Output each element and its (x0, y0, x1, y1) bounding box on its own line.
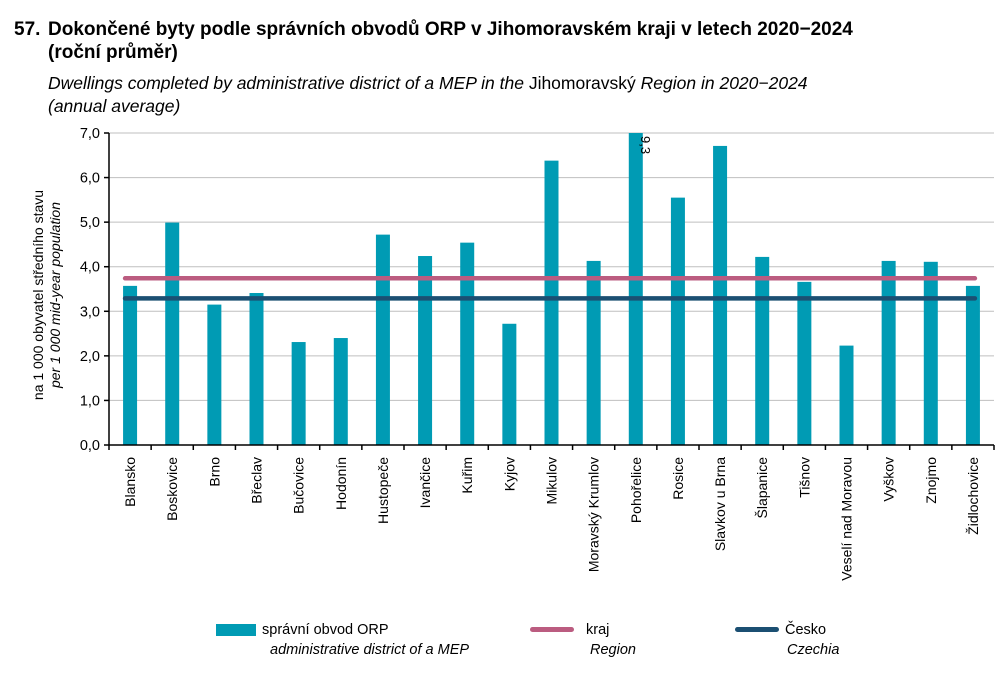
y-tick-label: 2,0 (80, 349, 100, 365)
legend-item-region: kraj Region (530, 620, 636, 660)
y-tick-label: 4,0 (80, 260, 100, 276)
x-tick-label: Pohořelice (628, 457, 644, 523)
x-tick-label: Blansko (122, 457, 138, 507)
bar (460, 242, 475, 445)
legend-swatch-czechia-line (735, 627, 779, 632)
x-tick-label: Veselí nad Moravou (839, 457, 855, 581)
x-tick-label: Šlapanice (754, 457, 770, 519)
x-tick-label: Rosice (670, 457, 686, 500)
y-tick-label: 6,0 (80, 171, 100, 187)
y-tick-label: 5,0 (80, 215, 100, 231)
x-tick-label: Mikulov (544, 457, 560, 504)
x-tick-label: Kyjov (501, 457, 517, 491)
x-tick-label: Hodonín (333, 457, 349, 510)
legend-item-orp: správní obvod ORP administrative distric… (216, 620, 469, 660)
legend-item-czechia: Česko Czechia (735, 620, 839, 660)
x-tick-label: Židlochovice (965, 457, 981, 535)
bar (713, 145, 728, 445)
chart-subtitle: Dwellings completed by administrative di… (48, 72, 808, 118)
y-tick-label: 7,0 (80, 126, 100, 142)
x-tick-label: Tišnov (796, 457, 812, 498)
y-tick-label: 3,0 (80, 304, 100, 320)
title-line-1: Dokončené byty podle správních obvodů OR… (48, 19, 853, 40)
bar (965, 285, 980, 445)
bar (291, 342, 306, 445)
bar (544, 160, 559, 446)
subtitle-part-1: Dwellings completed by administrative di… (48, 73, 529, 93)
subtitle-region: Jihomoravský (528, 73, 636, 93)
bar (123, 285, 138, 445)
bar (923, 261, 938, 445)
bar (418, 256, 433, 445)
bar (207, 304, 222, 445)
x-tick-label: Břeclav (249, 457, 265, 504)
legend-label-en: Czechia (787, 642, 840, 658)
legend-label-en: administrative district of a MEP (270, 642, 470, 658)
legend-swatch-bar (216, 624, 256, 636)
legend-label: Česko (785, 622, 827, 638)
bar (755, 256, 770, 445)
chart-number: 57. (14, 19, 41, 40)
x-tick-label: Ivančice (417, 457, 433, 509)
bar (502, 323, 517, 445)
x-tick-label: Brno (206, 457, 222, 487)
data-label: 9,3 (638, 136, 653, 154)
bar (165, 222, 180, 445)
y-tick-label: 1,0 (80, 393, 100, 409)
subtitle-line-2: (annual average) (48, 96, 181, 116)
chart-title: 57. Dokončené byty podle správních obvodů… (14, 18, 853, 64)
x-tick-label: Kuřim (459, 457, 475, 494)
subtitle-part-2: Region in 2020−2024 (635, 73, 808, 93)
bar (333, 338, 348, 445)
x-tick-label: Moravský Krumlov (586, 457, 602, 572)
bar (839, 345, 854, 445)
legend-label: kraj (586, 622, 610, 638)
title-line-2: (roční průměr) (48, 42, 178, 63)
bar (249, 293, 264, 445)
y-tick-label: 0,0 (80, 438, 100, 454)
legend-swatch-region-line (530, 627, 574, 632)
bar (375, 234, 390, 445)
x-tick-label: Slavkov u Brna (712, 457, 728, 551)
bar (670, 197, 685, 445)
x-tick-label: Znojmo (923, 457, 939, 504)
x-tick-label: Hustopeče (375, 457, 391, 524)
bar (586, 260, 601, 445)
x-tick-label: Boskovice (164, 457, 180, 521)
legend-label: správní obvod ORP (262, 622, 389, 638)
bar (881, 260, 896, 445)
legend-label-en: Region (590, 642, 636, 658)
bar (797, 281, 812, 445)
bar (628, 133, 643, 445)
x-tick-label: Bučovice (291, 457, 307, 514)
x-tick-label: Vyškov (881, 457, 897, 502)
